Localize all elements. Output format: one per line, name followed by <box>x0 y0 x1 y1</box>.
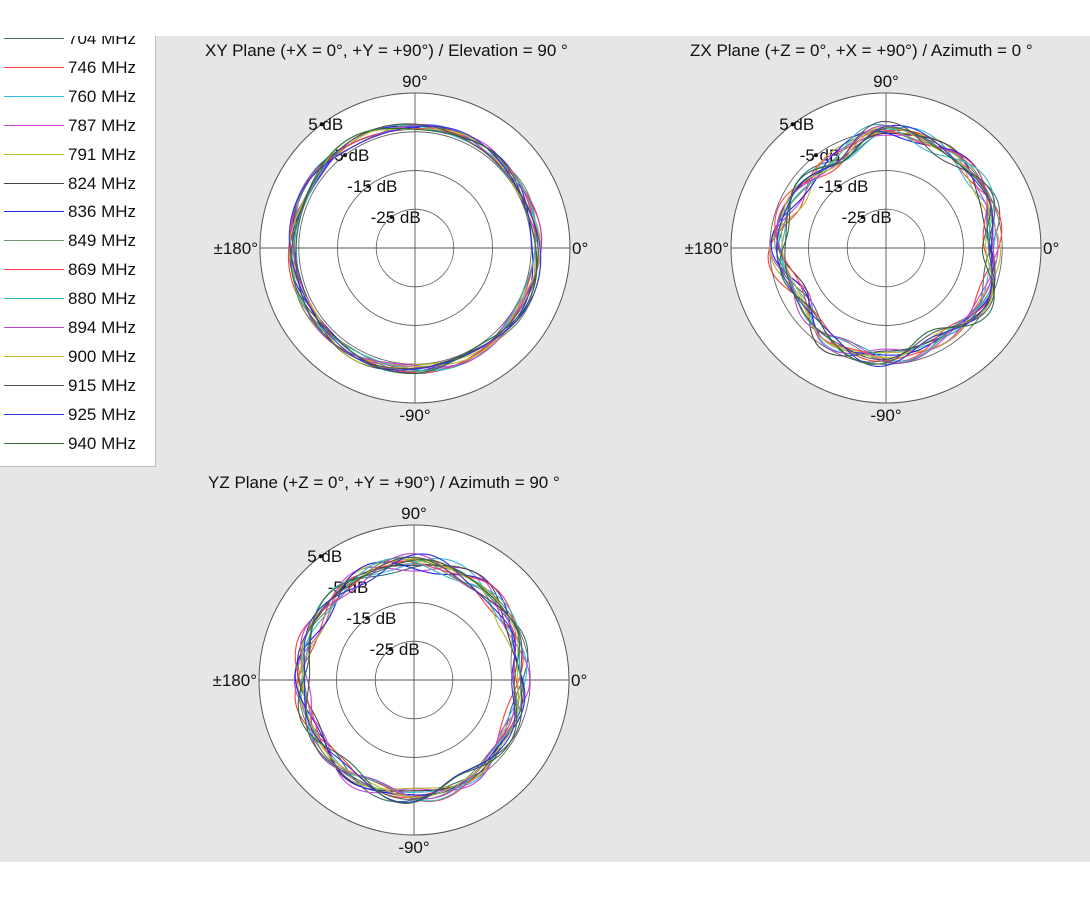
radial-tick-marker <box>318 554 323 559</box>
legend-label: 836 MHz <box>68 202 137 222</box>
legend-item: 760 MHz <box>0 86 155 108</box>
legend-swatch <box>4 95 64 97</box>
chart-title-xy: XY Plane (+X = 0°, +Y = +90°) / Elevatio… <box>205 41 568 60</box>
radial-tick-label: 5 dB <box>307 547 342 566</box>
radial-tick-label: -15 dB <box>818 177 868 196</box>
chart-title-zx: ZX Plane (+Z = 0°, +X = +90°) / Azimuth … <box>690 41 1033 60</box>
angle-label-top: 90° <box>401 504 427 523</box>
legend-swatch <box>4 355 64 357</box>
legend-item: 894 MHz <box>0 317 155 339</box>
radial-tick-label: -25 dB <box>370 640 420 659</box>
radial-tick-marker <box>365 616 370 621</box>
legend-swatch <box>4 182 64 184</box>
legend-label: 824 MHz <box>68 173 137 193</box>
angle-label-top: 90° <box>873 72 899 91</box>
legend-label: 925 MHz <box>68 404 137 424</box>
legend-label: 849 MHz <box>68 231 137 251</box>
legend-swatch <box>4 384 64 386</box>
legend-swatch <box>4 211 64 213</box>
legend-label: 746 MHz <box>68 57 137 77</box>
legend-item: 869 MHz <box>0 259 155 281</box>
legend-label: 915 MHz <box>68 375 137 395</box>
legend-label: 791 MHz <box>68 144 137 164</box>
radial-tick-label: -15 dB <box>347 177 397 196</box>
legend-label: 894 MHz <box>68 318 137 337</box>
legend-label: 787 MHz <box>68 115 137 135</box>
radial-tick-label: 5 dB <box>779 115 814 134</box>
radial-tick-label: -5 dB <box>800 146 841 165</box>
radial-tick-marker <box>343 153 348 158</box>
pattern-trace <box>290 127 538 374</box>
pattern-trace <box>784 120 996 361</box>
legend: 704 MHz 746 MHz 760 MHz 787 MHz 791 MHz 824 M… <box>0 36 156 467</box>
legend-swatch <box>4 298 64 300</box>
legend-label: 880 MHz <box>68 289 137 309</box>
legend-item: 704 MHz <box>0 36 155 50</box>
radial-tick-label: 5 dB <box>308 115 343 134</box>
legend-swatch <box>4 153 64 155</box>
radial-tick-marker <box>319 122 324 127</box>
legend-item: 900 MHz <box>0 346 155 368</box>
angle-label-top: 90° <box>402 72 428 91</box>
pattern-trace <box>291 124 543 368</box>
angle-label-bottom: -90° <box>398 838 429 857</box>
angle-label-left: ±180° <box>685 239 730 258</box>
chart-title-yz: YZ Plane (+Z = 0°, +Y = +90°) / Azimuth … <box>208 473 560 492</box>
radial-tick-label: -25 dB <box>842 208 892 227</box>
legend-swatch <box>4 327 64 328</box>
pattern-trace <box>770 130 996 356</box>
radial-tick-marker <box>860 215 865 220</box>
legend-item: 940 MHz <box>0 433 155 455</box>
pattern-trace <box>300 553 516 800</box>
pattern-trace <box>300 558 528 793</box>
radial-tick-marker <box>790 122 795 127</box>
pattern-trace <box>294 560 520 802</box>
legend-label: 940 MHz <box>68 433 137 453</box>
legend-label: 704 MHz <box>68 36 137 48</box>
legend-label: 760 MHz <box>68 86 137 106</box>
radial-tick-label: -25 dB <box>371 208 421 227</box>
radial-tick-marker <box>814 153 819 158</box>
legend-item: 836 MHz <box>0 201 155 223</box>
legend-item: 880 MHz <box>0 288 155 310</box>
angle-label-right: 0° <box>572 239 588 258</box>
legend-item: 915 MHz <box>0 375 155 397</box>
legend-swatch <box>4 442 64 444</box>
legend-item: 791 MHz <box>0 144 155 166</box>
pattern-trace <box>779 127 995 365</box>
legend-swatch <box>4 66 64 68</box>
legend-swatch <box>4 240 64 242</box>
radial-tick-marker <box>388 647 393 652</box>
angle-label-left: ±180° <box>214 239 259 258</box>
angle-label-bottom: -90° <box>399 406 430 425</box>
radial-tick-label: -15 dB <box>346 609 396 628</box>
legend-item: 824 MHz <box>0 173 155 195</box>
angle-label-bottom: -90° <box>870 406 901 425</box>
legend-swatch <box>4 38 64 39</box>
legend-label: 900 MHz <box>68 346 137 366</box>
legend-item: 849 MHz <box>0 230 155 252</box>
radial-tick-marker <box>837 184 842 189</box>
pattern-trace <box>297 559 520 804</box>
legend-swatch <box>4 413 64 415</box>
legend-item: 925 MHz <box>0 404 155 426</box>
legend-item: 787 MHz <box>0 115 155 137</box>
pattern-trace <box>288 125 542 371</box>
legend-swatch <box>4 124 64 126</box>
pattern-trace <box>776 124 994 367</box>
angle-label-left: ±180° <box>213 671 258 690</box>
angle-label-right: 0° <box>571 671 587 690</box>
legend-label: 869 MHz <box>68 260 137 280</box>
legend-swatch <box>4 269 64 271</box>
radial-tick-marker <box>389 215 394 220</box>
legend-item: 746 MHz <box>0 57 155 79</box>
pattern-trace <box>303 553 516 803</box>
angle-label-right: 0° <box>1043 239 1059 258</box>
radial-tick-marker <box>366 184 371 189</box>
